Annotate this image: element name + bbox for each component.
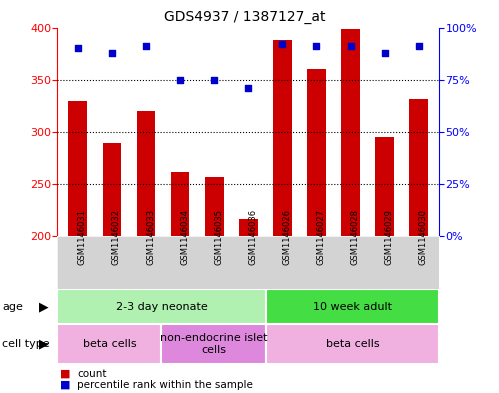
Bar	[239, 219, 257, 236]
Bar	[205, 178, 224, 236]
Bar	[171, 172, 190, 236]
Bar	[273, 40, 292, 236]
Point	[278, 41, 286, 47]
Bar	[375, 137, 394, 236]
Bar	[57, 289, 265, 324]
Text: GSM1146027: GSM1146027	[316, 209, 325, 265]
Text: GSM1146029: GSM1146029	[385, 209, 394, 265]
Text: GSM1146032: GSM1146032	[112, 209, 121, 265]
Bar	[265, 324, 439, 364]
Bar	[307, 69, 326, 236]
Text: ■: ■	[60, 380, 70, 390]
Text: 2-3 day neonate: 2-3 day neonate	[116, 301, 208, 312]
Point	[244, 85, 252, 91]
Bar	[57, 324, 162, 364]
Point	[108, 50, 116, 56]
Point	[312, 43, 320, 50]
Text: GSM1146036: GSM1146036	[248, 209, 257, 265]
Point	[74, 45, 82, 51]
Text: GSM1146033: GSM1146033	[146, 209, 155, 265]
Text: beta cells: beta cells	[83, 339, 136, 349]
Text: ▶: ▶	[39, 337, 49, 351]
Text: GSM1146026: GSM1146026	[282, 209, 291, 265]
Bar	[409, 99, 428, 236]
Text: age: age	[2, 301, 23, 312]
Text: GSM1146028: GSM1146028	[350, 209, 359, 265]
Text: GSM1146030: GSM1146030	[419, 209, 428, 265]
Point	[210, 76, 218, 83]
Bar	[265, 289, 439, 324]
Text: ▶: ▶	[39, 300, 49, 313]
Point	[381, 50, 389, 56]
Bar	[68, 101, 87, 236]
Text: GDS4937 / 1387127_at: GDS4937 / 1387127_at	[164, 10, 325, 24]
Text: GSM1146035: GSM1146035	[214, 209, 223, 265]
Text: GSM1146034: GSM1146034	[180, 209, 189, 265]
Text: 10 week adult: 10 week adult	[313, 301, 392, 312]
Text: GSM1146031: GSM1146031	[78, 209, 87, 265]
Text: percentile rank within the sample: percentile rank within the sample	[77, 380, 253, 390]
Bar	[341, 29, 360, 236]
Text: beta cells: beta cells	[325, 339, 379, 349]
Text: count: count	[77, 369, 107, 379]
Bar	[137, 111, 155, 236]
Bar	[103, 143, 121, 236]
Text: cell type: cell type	[2, 339, 50, 349]
Point	[142, 43, 150, 50]
Bar	[162, 324, 265, 364]
Point	[415, 43, 423, 50]
Point	[346, 43, 354, 50]
Text: non-endocrine islet
cells: non-endocrine islet cells	[160, 333, 267, 354]
Point	[176, 76, 184, 83]
Text: ■: ■	[60, 369, 70, 379]
